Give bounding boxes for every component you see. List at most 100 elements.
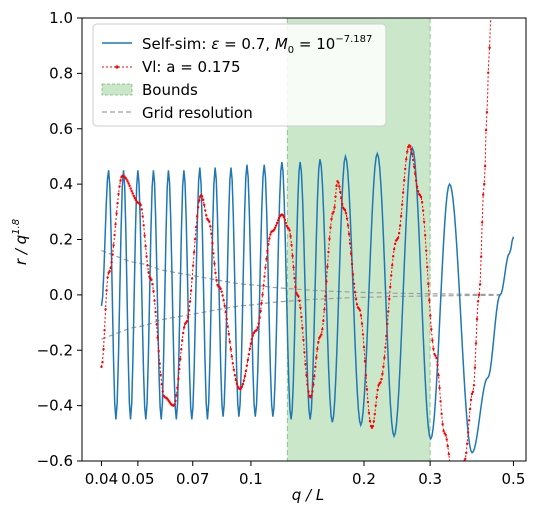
series-vl-point — [411, 152, 414, 156]
series-vl-point — [224, 310, 227, 314]
series-vl-point — [429, 314, 432, 317]
y-axis: −0.6 −0.4 −0.2 0.0 0.2 0.4 0.6 0.8 1.0 — [37, 9, 82, 470]
series-vl-point — [281, 214, 285, 217]
series-vl-point — [372, 420, 376, 423]
series-vl-point — [108, 270, 111, 273]
series-vl-point — [348, 242, 352, 245]
series-vl-point — [468, 407, 472, 411]
series-vl-point — [480, 221, 484, 224]
series-vl-point — [383, 356, 386, 359]
y-tick-label: −0.6 — [37, 452, 73, 470]
series-vl-point — [464, 457, 467, 461]
series-vl-point — [471, 390, 475, 393]
series-vl-point — [185, 319, 189, 323]
series-vl-point — [215, 279, 218, 282]
series-vl-point — [151, 282, 154, 286]
legend-box — [92, 23, 387, 127]
series-vl-point — [226, 325, 229, 328]
series-vl-point — [444, 433, 447, 437]
series-vl-point — [290, 243, 293, 247]
series-vl-point — [375, 395, 378, 399]
series-self-sim — [100, 146, 515, 454]
series-vl-point — [476, 300, 480, 303]
series-vl-point — [263, 275, 266, 278]
series-vl-point — [140, 208, 143, 211]
series-vl-point — [387, 310, 390, 313]
series-vl-point — [194, 225, 198, 229]
series-vl-point — [419, 195, 423, 199]
series-vl-point — [247, 353, 251, 356]
series-vl-point — [415, 185, 419, 188]
series-vl-point — [118, 185, 121, 188]
series-vl-point — [156, 336, 159, 339]
x-tick-label: 0.5 — [502, 470, 526, 488]
series-vl-point — [412, 165, 416, 168]
series-vl-point — [428, 299, 431, 302]
series-vl-point — [379, 381, 382, 384]
series-vl-point — [482, 193, 485, 196]
series-vl-point — [465, 442, 469, 445]
x-tick-label: 0.1 — [239, 470, 263, 488]
series-vl-point — [382, 365, 385, 368]
series-vl-point — [322, 319, 325, 322]
series-vl-point — [213, 262, 216, 265]
series-vl-point — [285, 224, 288, 228]
series-vl-point — [291, 254, 294, 258]
y-tick-label: 0.2 — [49, 231, 73, 249]
series-vl-point — [203, 203, 206, 207]
series-vl-point — [330, 217, 333, 221]
series-vl-point — [400, 203, 404, 206]
series-vl-point — [155, 323, 158, 326]
series-vl-point — [160, 383, 163, 386]
series-vl-point — [401, 191, 405, 194]
series-vl-point — [325, 280, 328, 283]
legend-label-grid-resolution: Grid resolution — [142, 104, 253, 122]
series-vl-point — [433, 352, 436, 356]
x-tick-label: 0.3 — [418, 470, 442, 488]
series-vl-point — [274, 224, 278, 227]
series-vl-point — [276, 219, 280, 222]
series-vl-point — [235, 382, 239, 386]
series-vl-point — [430, 328, 433, 331]
series-vl-point — [293, 277, 296, 280]
series-vl-point — [487, 71, 490, 74]
series-vl-point — [174, 399, 177, 403]
series-vl-point — [420, 200, 424, 204]
series-vl-point — [129, 187, 132, 190]
series-vl-point — [144, 245, 147, 248]
x-tick-label: 0.04 — [85, 470, 118, 488]
series-vl-point — [256, 326, 259, 329]
series-vl-point — [361, 333, 365, 336]
series-vl-point — [181, 339, 184, 342]
series-layer — [100, 18, 515, 476]
series-vl-point — [332, 210, 335, 214]
series-vl-point — [232, 368, 236, 371]
y-tick-label: 0.6 — [49, 120, 73, 138]
series-vl-point — [176, 386, 179, 389]
series-vl-point — [273, 228, 276, 231]
series-vl-point — [313, 375, 316, 378]
series-vl-point — [452, 474, 454, 476]
series-vl-point — [337, 181, 340, 184]
x-tick-label: 0.07 — [176, 470, 209, 488]
series-vl-point — [292, 266, 295, 269]
series-vl-point — [109, 266, 112, 270]
series-vl-point — [287, 227, 290, 230]
series-vl-point — [331, 212, 334, 215]
series-vl-point — [147, 271, 150, 274]
series-vl-point — [179, 357, 182, 361]
series-vl-point — [230, 355, 234, 358]
series-vl-point — [175, 393, 178, 397]
series-vl-point — [466, 431, 470, 434]
series-vl-point — [373, 412, 376, 416]
series-vl-point — [467, 419, 471, 422]
series-vl-point — [133, 196, 136, 200]
series-vl-point — [146, 264, 149, 267]
series-vl-point — [262, 284, 265, 287]
series-vl-point — [335, 184, 338, 188]
series-vl-point — [221, 294, 224, 297]
series-vl-point — [304, 363, 307, 366]
series-vl-point — [131, 192, 134, 195]
series-vl-point — [421, 209, 425, 212]
series-vl-point — [367, 411, 371, 414]
